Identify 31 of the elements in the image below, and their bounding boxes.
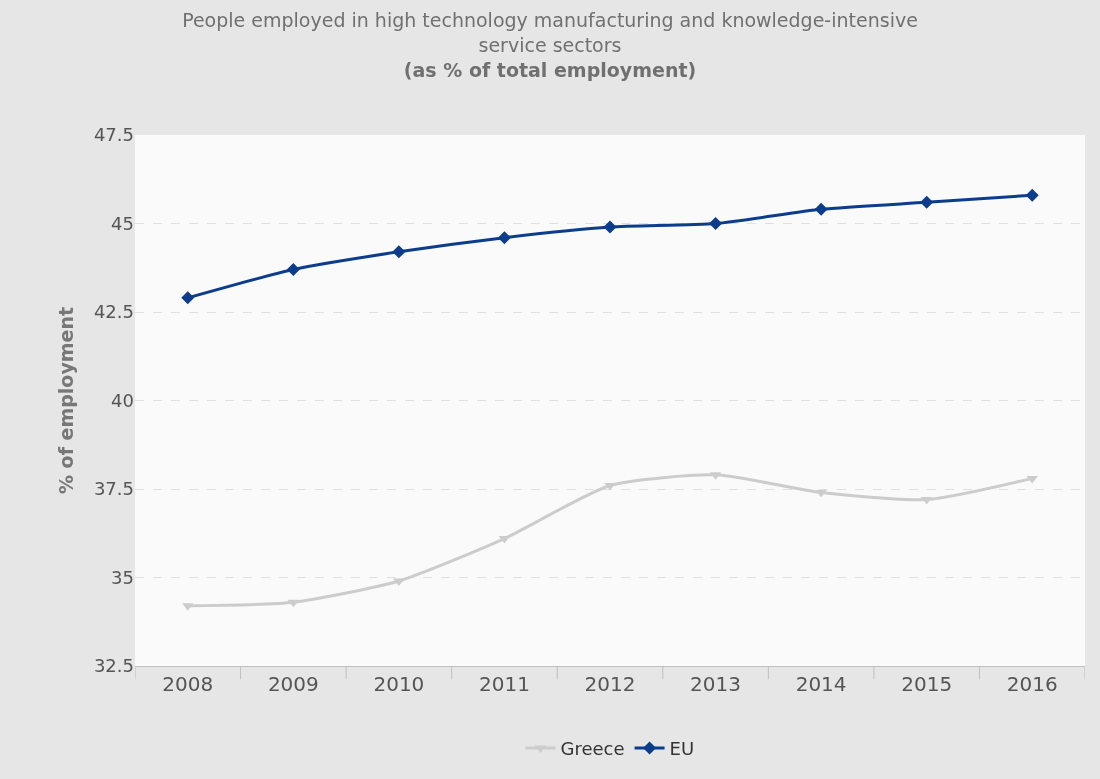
x-tick-label: 2011 (478, 672, 530, 696)
point (286, 263, 300, 277)
point (814, 202, 828, 216)
chart-subtitle: (as % of total employment) (403, 58, 697, 81)
x-tick-label: 2014 (795, 672, 847, 696)
point (181, 291, 195, 305)
y-tick-label: 32.5 (93, 655, 134, 677)
x-tick-label: 2015 (901, 672, 953, 696)
point (497, 231, 511, 245)
legend-label: EU (669, 737, 695, 759)
point (1025, 188, 1039, 202)
y-tick-label: 37.5 (93, 478, 134, 500)
y-tick-label: 40 (111, 389, 134, 411)
x-tick-label: 2009 (267, 672, 319, 696)
x-tick-label: 2008 (162, 672, 214, 696)
y-tick-label: 42.5 (93, 301, 134, 323)
point (392, 245, 406, 259)
point (1026, 475, 1038, 484)
x-tick-label: 2010 (373, 672, 425, 696)
y-tick-label: 45 (111, 212, 134, 234)
point (920, 195, 934, 209)
x-tick-label: 2012 (584, 672, 636, 696)
chart-title: People employed in high technology manufacturing and knowledge-intensive service sectors (182, 9, 918, 56)
point (709, 217, 723, 230)
x-tick-label: 2016 (1006, 672, 1058, 696)
x-tick-label: 2013 (690, 672, 742, 696)
y-axis-title: % of employment (54, 306, 77, 495)
point (603, 220, 617, 234)
y-tick-label: 47.5 (93, 124, 134, 146)
y-tick-label: 35 (111, 566, 134, 588)
legend-label: Greece (560, 737, 625, 759)
